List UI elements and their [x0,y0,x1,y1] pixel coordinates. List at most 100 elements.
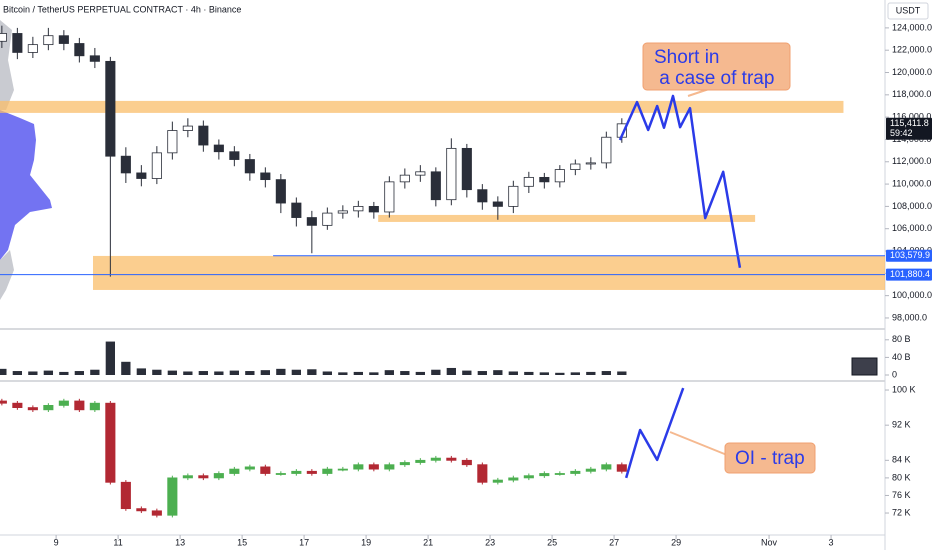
volume-bar [90,369,100,375]
candle-body [306,217,317,226]
y-tick-label: 108,000.0 [892,201,932,211]
price-label-box [886,268,932,281]
candle-body [291,470,302,474]
candle-body [601,464,612,470]
y-tick-label: 106,000.0 [892,223,932,233]
candle-body [260,466,271,474]
volume-bar [524,371,534,375]
volume-bar [0,368,7,375]
candle-body [291,202,302,218]
candle-body [27,407,38,411]
volume-bar [152,369,162,375]
candle-body [89,402,100,411]
volume-bar [462,370,472,375]
x-tick-label: 3 [829,537,834,547]
volume-bar [400,371,410,375]
annotation-text: Short in [654,47,719,68]
y-tick-label: 80 K [892,472,911,482]
candle-body [337,468,348,471]
candle-body [306,470,317,474]
volume-bar [229,370,239,375]
candle-body [213,144,224,153]
candle-body [74,400,85,411]
candle-body [58,400,69,406]
candle-body [105,60,116,157]
candle-body [58,35,69,44]
volume-bar [214,371,224,375]
y-tick-label: 40 B [892,352,911,362]
price-label: 103,579.9 [890,250,930,260]
x-tick-label: 27 [609,537,619,547]
candle-body [105,402,116,483]
volume-bar [322,371,332,375]
candle-body [322,468,333,474]
x-tick-label: 9 [54,537,59,547]
y-tick-label: 100 K [892,384,916,394]
candle-body [89,55,100,62]
volume-bar [307,369,317,375]
candle-body [74,43,85,57]
unit-box [887,2,929,20]
volume-bar [276,368,286,375]
candle-body [136,172,147,179]
volume-bar [338,372,348,375]
candle-body [198,125,209,146]
y-tick-label: 84 K [892,455,911,465]
price-label-box [886,117,932,140]
candle-body [399,462,410,466]
zone [378,214,756,222]
volume-bar [539,372,549,375]
volume-bar [43,370,54,375]
candle-body [461,147,472,191]
projection-line [624,387,685,479]
y-tick-label: 92 K [892,420,911,430]
y-tick-label: 80 B [892,334,911,344]
candle-body [182,125,193,131]
annotation-arrow [669,431,728,456]
volume-bar [260,370,270,375]
y-tick-label: 100,000.0 [892,290,932,300]
y-tick-label: 118,000.0 [892,89,931,99]
candle-body [244,466,255,470]
candle-body [384,181,395,213]
volume-bar [28,371,38,375]
candle-body [554,169,565,183]
price-label-box [886,249,932,262]
candle-body [492,201,503,207]
candle-body [523,475,534,479]
header-title: Bitcoin / TetherUS PERPETUAL CONTRACT · … [3,4,241,14]
volume-bar [431,369,441,375]
volume-bar [74,371,85,375]
candle-body [322,212,333,226]
x-tick-label: Nov [761,537,778,547]
volume-bar [570,372,580,375]
y-tick-label: 0 [892,369,897,379]
candle-body [337,210,348,214]
candle-body [120,481,131,510]
x-tick-label: 21 [423,537,433,547]
x-tick-label: 23 [485,537,495,547]
candle-body [43,35,54,46]
candle-body [368,464,379,470]
candle-body [616,464,627,472]
x-tick-label: 17 [299,537,309,547]
candle-body [477,189,488,203]
y-tick-label: 72 K [892,507,911,517]
volume-bar [415,371,425,375]
volume-bar [508,371,518,375]
y-tick-label: 116,000.0 [892,112,931,122]
projection-line [618,94,742,268]
y-tick-label: 76 K [892,490,911,500]
volume-bar [493,370,503,375]
x-tick-label: 11 [113,537,122,547]
candle-body [167,130,178,154]
candle-body [12,33,23,53]
candle-body [229,468,240,474]
price-label: 101,880.4 [890,269,930,279]
candle-body [585,162,596,165]
volume-bar [12,371,23,375]
y-tick-label: 112,000.0 [892,156,931,166]
y-tick-label: 98,000.0 [892,312,927,322]
x-tick-label: 29 [671,537,681,547]
candle-body [43,405,54,411]
